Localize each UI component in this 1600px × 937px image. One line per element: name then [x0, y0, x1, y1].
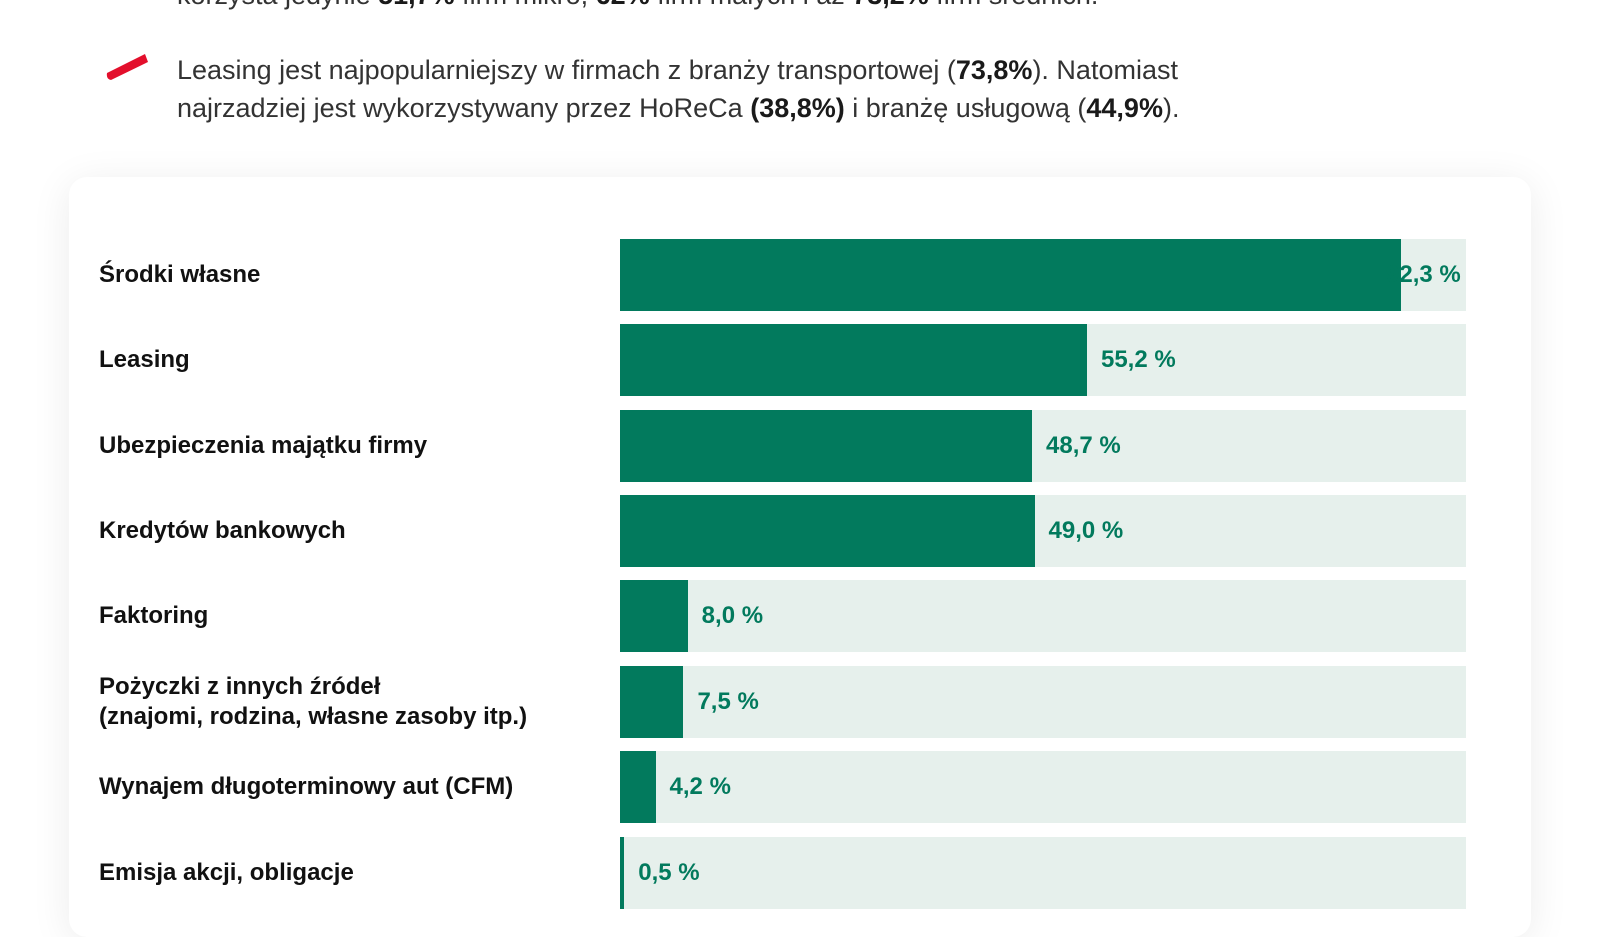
leasing-paragraph-segment: najrzadziej jest wykorzystywany przez Ho… — [177, 93, 751, 123]
value-label: 7,5 % — [697, 688, 759, 715]
bar-row: Leasing 55,2 % — [0, 324, 1600, 396]
bar-row: Wynajem długoterminowy aut (CFM) 4,2 % — [0, 751, 1600, 823]
bar — [620, 324, 1087, 396]
category-label: Środki własne — [99, 261, 261, 288]
category-label: Kredytów bankowych — [99, 517, 346, 544]
leasing-paragraph-line-2: najrzadziej jest wykorzystywany przez Ho… — [177, 89, 1517, 127]
category-label: Wynajem długoterminowy aut (CFM) — [99, 773, 514, 800]
bar — [620, 837, 625, 909]
bar-row: Emisja akcji, obligacje 0,5 % — [0, 837, 1600, 909]
bar-track — [620, 666, 1466, 738]
partial-paragraph-segment: korzysta jedynie — [177, 0, 378, 10]
bar-track — [620, 837, 1466, 909]
value-label: 48,7 % — [1046, 432, 1121, 459]
bar-row: Pożyczki z innych źródeł (znajomi, rodzi… — [0, 666, 1600, 738]
leasing-paragraph-segment: Leasing jest najpopularniejszy w firmach… — [177, 55, 956, 85]
category-label: Leasing — [99, 346, 190, 373]
leasing-paragraph-segment: ). Natomiast — [1032, 55, 1178, 85]
leasing-paragraph-segment: 73,8% — [955, 55, 1033, 85]
partial-paragraph-segment: firm mikro, — [455, 0, 596, 10]
value-label: 0,5 % — [638, 859, 700, 886]
category-label: Emisja akcji, obligacje — [99, 859, 354, 886]
category-label: Ubezpieczenia majątku firmy — [99, 432, 428, 459]
bar — [620, 666, 684, 738]
leasing-paragraph-segment: (38,8%) — [750, 93, 845, 123]
partial-paragraph-segment: 51,7% — [378, 0, 455, 10]
bar-row: Środki własne 92,3 % — [0, 239, 1600, 311]
leasing-paragraph-segment: 44,9% — [1086, 93, 1163, 123]
value-label: 4,2 % — [669, 773, 731, 800]
partial-paragraph-segment: 73,2% — [852, 0, 929, 10]
bar-track — [620, 751, 1466, 823]
value-label: 55,2 % — [1100, 346, 1176, 373]
partial-paragraph: korzysta jedynie 51,7% firm mikro, 62% f… — [177, 0, 1517, 14]
bar-track — [620, 580, 1466, 652]
bar-row: Ubezpieczenia majątku firmy 48,7 % — [0, 410, 1600, 482]
value-label: 8,0 % — [701, 602, 764, 629]
bar — [620, 580, 688, 652]
leasing-paragraph-segment: i branżę usługową ( — [844, 93, 1087, 123]
leasing-paragraph: Leasing jest najpopularniejszy w firmach… — [177, 51, 1517, 127]
partial-paragraph-segment: firm małych i aż — [650, 0, 853, 10]
partial-paragraph-segment: firm średnich. — [929, 0, 1098, 10]
value-label: 49,0 % — [1048, 517, 1124, 544]
bar — [620, 239, 1401, 311]
value-label: 92,3 % — [1386, 261, 1461, 288]
partial-paragraph-segment: 62% — [596, 0, 650, 10]
leasing-paragraph-segment: ). — [1162, 93, 1180, 123]
bar — [620, 495, 1035, 567]
bar — [620, 410, 1032, 482]
bar-row: Kredytów bankowych 49,0 % — [0, 495, 1600, 567]
leasing-paragraph-line-1: Leasing jest najpopularniejszy w firmach… — [177, 51, 1517, 89]
red-brush-bullet-icon — [106, 54, 148, 80]
category-label: Pożyczki z innych źródeł (znajomi, rodzi… — [99, 673, 528, 730]
bar — [620, 751, 656, 823]
category-label: Faktoring — [99, 602, 209, 629]
bar-row: Faktoring 8,0 % — [0, 580, 1600, 652]
